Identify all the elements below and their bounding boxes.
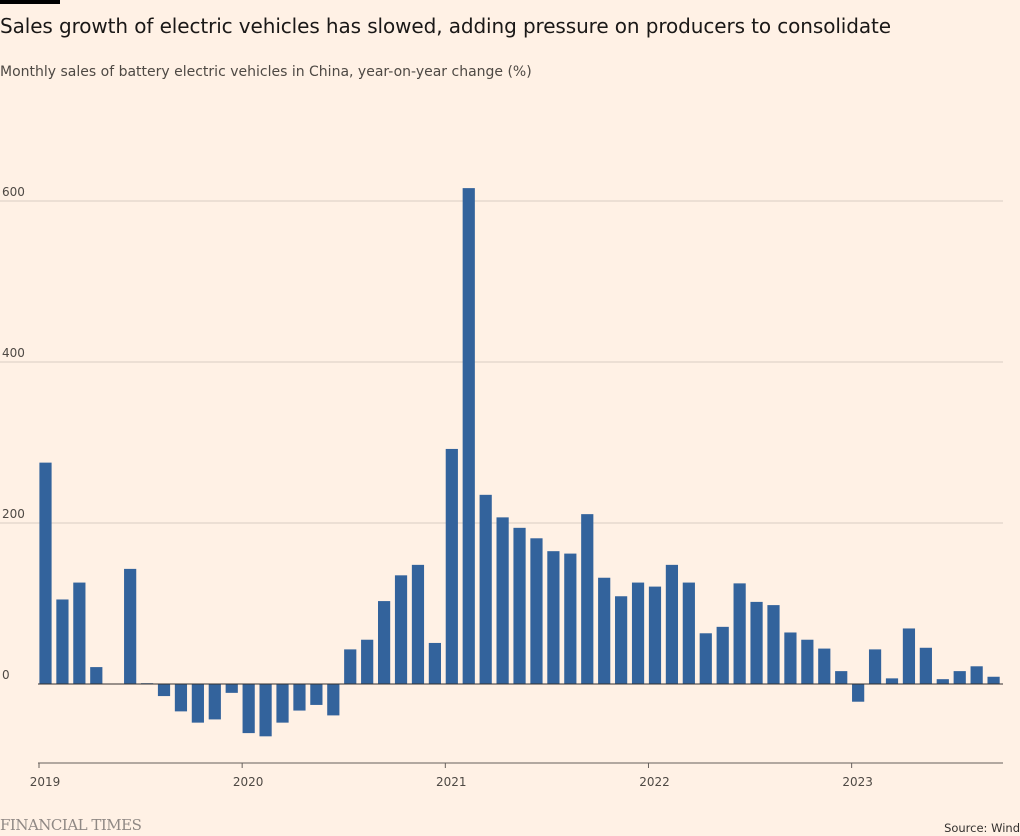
bar-2022-07 <box>750 601 763 684</box>
bar-2020-01 <box>242 684 255 734</box>
bar-2020-06 <box>327 684 340 716</box>
x-tick-label-2020: 2020 <box>233 775 264 789</box>
bar-2021-07 <box>547 551 560 684</box>
bar-2023-06 <box>936 679 949 684</box>
bar-2020-04 <box>293 684 306 711</box>
bar-2019-06 <box>124 568 137 684</box>
bar-2021-04 <box>496 517 509 684</box>
bar-2022-10 <box>801 639 814 684</box>
x-tick-label-2023: 2023 <box>842 775 873 789</box>
bar-2020-05 <box>310 684 323 705</box>
bar-2020-09 <box>378 601 391 684</box>
bar-2023-01 <box>852 684 865 702</box>
bar-2023-03 <box>885 678 899 684</box>
bar-2023-08 <box>970 666 983 684</box>
source-note: Source: Wind <box>944 821 1020 835</box>
gridlines <box>0 200 1003 524</box>
bar-2021-12 <box>631 582 645 684</box>
bar-2022-03 <box>682 582 695 684</box>
bar-2022-01 <box>648 586 662 684</box>
x-tick-label-2021: 2021 <box>436 775 467 789</box>
y-axis-labels: 0 200 400 600 <box>2 185 25 682</box>
bar-2020-07 <box>344 649 357 684</box>
bar-2020-11 <box>411 564 425 684</box>
bar-2020-08 <box>361 639 374 684</box>
bar-2022-05 <box>716 626 729 684</box>
bar-2019-10 <box>191 684 204 723</box>
bar-2022-02 <box>665 564 679 684</box>
bar-2021-01 <box>445 448 458 684</box>
bar-2021-08 <box>564 553 577 684</box>
chart-title: Sales growth of electric vehicles has sl… <box>0 14 891 38</box>
chart-subtitle: Monthly sales of battery electric vehicl… <box>0 64 532 80</box>
bar-2022-04 <box>699 633 712 684</box>
bar-2023-07 <box>953 671 966 684</box>
y-tick-label-400: 400 <box>2 346 25 360</box>
bar-2023-05 <box>919 647 932 684</box>
bar-2023-09 <box>987 676 1000 684</box>
y-tick-label-0: 0 <box>2 668 10 682</box>
bar-2022-12 <box>835 671 848 684</box>
bar-2022-08 <box>767 605 780 684</box>
bar-2023-02 <box>868 649 882 684</box>
bar-2021-10 <box>598 577 611 684</box>
bar-2020-02 <box>259 684 272 737</box>
y-tick-label-600: 600 <box>2 185 25 199</box>
x-tick-label-2022: 2022 <box>639 775 670 789</box>
bar-2023-04 <box>902 628 916 684</box>
bar-2020-03 <box>276 684 289 723</box>
bar-2021-11 <box>615 596 628 684</box>
bar-2019-04 <box>90 667 103 684</box>
bar-2022-06 <box>733 583 746 684</box>
x-tick-label-2019: 2019 <box>30 775 61 789</box>
bar-2021-09 <box>581 514 594 684</box>
bar-2019-02 <box>56 599 69 684</box>
bar-2021-03 <box>479 494 492 684</box>
x-axis-ticks: 2019 2020 2021 2022 2023 <box>30 763 873 789</box>
bar-2019-12 <box>225 684 238 693</box>
bar-2019-08 <box>157 684 171 697</box>
bar-2020-10 <box>394 575 408 684</box>
bar-2021-05 <box>513 527 526 684</box>
bar-2019-09 <box>174 684 188 712</box>
bar-2022-09 <box>784 632 797 684</box>
ft-accent-bar <box>0 0 60 4</box>
bar-2021-06 <box>530 538 543 684</box>
bar-2019-03 <box>73 582 86 684</box>
bar-2019-11 <box>208 684 221 720</box>
bar-2022-11 <box>818 648 831 684</box>
y-tick-label-200: 200 <box>2 507 25 521</box>
ft-logo: FINANCIAL TIMES <box>0 816 142 834</box>
bar-2019-01 <box>39 462 52 684</box>
bar-2021-02 <box>462 188 475 684</box>
bar-2020-12 <box>428 642 441 684</box>
bars <box>39 188 1000 737</box>
